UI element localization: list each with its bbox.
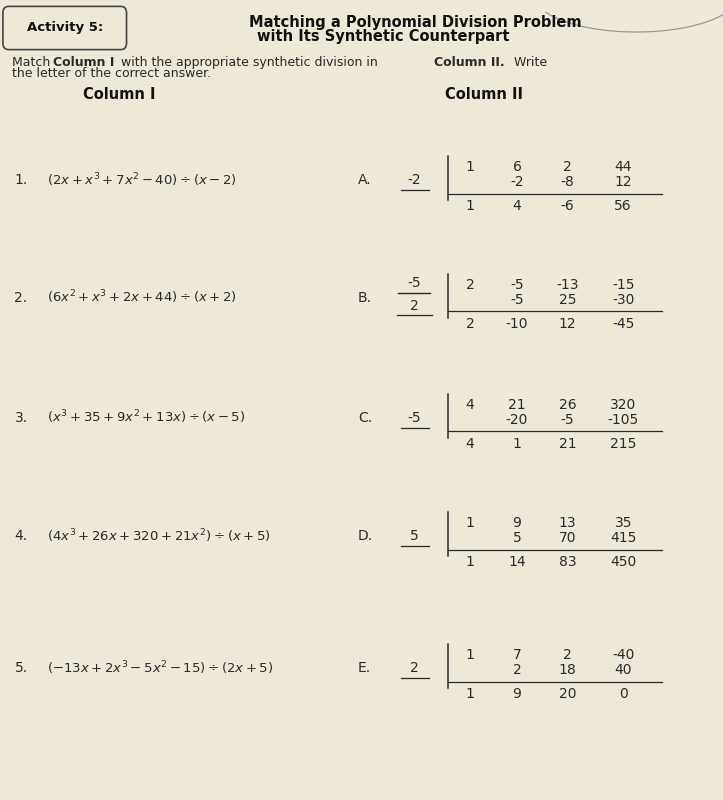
Text: -5: -5 [408,276,421,290]
Text: 1: 1 [466,555,474,570]
Text: -5: -5 [510,293,523,307]
Text: 1.: 1. [14,173,27,187]
Text: 9: 9 [513,516,521,530]
Text: 25: 25 [559,293,576,307]
Text: -30: -30 [612,293,634,307]
Text: 4: 4 [466,437,474,451]
Text: 26: 26 [559,398,576,412]
Text: 2: 2 [466,317,474,331]
Text: 1: 1 [513,437,521,451]
Text: -5: -5 [561,413,574,427]
Text: Write: Write [510,56,547,69]
Text: Column I: Column I [83,87,155,102]
Text: -13: -13 [556,278,579,292]
Text: -45: -45 [612,317,634,331]
Text: $(4x^3 + 26x +320 +21x^2) \div (x + 5)$: $(4x^3 + 26x +320 +21x^2) \div (x + 5)$ [47,527,270,545]
Text: Column I: Column I [53,56,114,69]
Text: 21: 21 [559,437,576,451]
Text: 7: 7 [513,648,521,662]
Text: 2: 2 [410,298,419,313]
Text: -5: -5 [408,410,421,425]
Text: D.: D. [358,529,373,543]
Text: 83: 83 [559,555,576,570]
Text: 9: 9 [513,687,521,702]
Text: 2.: 2. [14,290,27,305]
Text: 6: 6 [513,160,521,174]
Text: 44: 44 [615,160,632,174]
Text: B.: B. [358,290,372,305]
Text: 2: 2 [563,160,572,174]
Text: Match: Match [12,56,54,69]
Text: 35: 35 [615,516,632,530]
Text: with Its Synthetic Counterpart: with Its Synthetic Counterpart [257,29,510,43]
Text: -2: -2 [510,175,523,190]
Text: 12: 12 [559,317,576,331]
Text: 14: 14 [508,555,526,570]
Text: 13: 13 [559,516,576,530]
Text: 320: 320 [610,398,636,412]
Text: 12: 12 [615,175,632,190]
Text: -15: -15 [612,278,635,292]
Text: -2: -2 [408,173,421,187]
Text: 1: 1 [466,199,474,214]
Text: 5: 5 [513,531,521,546]
Text: 56: 56 [615,199,632,214]
Text: 40: 40 [615,663,632,678]
Text: Column II: Column II [445,87,523,102]
Text: $(6x^2 + x^3 + 2x +44) \div (x + 2)$: $(6x^2 + x^3 + 2x +44) \div (x + 2)$ [47,289,237,306]
Text: 2: 2 [410,661,419,675]
Text: 21: 21 [508,398,526,412]
Text: $(2x + x^3 + 7x^2 - 40) \div (x - 2)$: $(2x + x^3 + 7x^2 - 40) \div (x - 2)$ [47,171,237,189]
Text: -10: -10 [505,317,529,331]
Text: 215: 215 [610,437,636,451]
Text: 2: 2 [513,663,521,678]
Text: the letter of the correct answer.: the letter of the correct answer. [12,67,211,80]
Text: 4: 4 [513,199,521,214]
Text: 2: 2 [563,648,572,662]
Text: $( x^3 + 35 + 9x^2 +13x) \div (x - 5)$: $( x^3 + 35 + 9x^2 +13x) \div (x - 5)$ [47,409,245,426]
Text: 5: 5 [410,529,419,543]
Text: -20: -20 [506,413,528,427]
Text: -6: -6 [560,199,575,214]
Text: -105: -105 [607,413,639,427]
Text: 3.: 3. [14,410,27,425]
Text: -8: -8 [560,175,575,190]
Text: 5.: 5. [14,661,27,675]
Text: A.: A. [358,173,372,187]
Text: 18: 18 [559,663,576,678]
Text: 4.: 4. [14,529,27,543]
Text: 2: 2 [466,278,474,292]
Text: $(-13x + 2x^3 - 5x^2 - 15) \div (2x + 5)$: $(-13x + 2x^3 - 5x^2 - 15) \div (2x + 5)… [47,659,273,677]
Text: Matching a Polynomial Division Problem: Matching a Polynomial Division Problem [249,15,582,30]
Text: 415: 415 [610,531,636,546]
Text: 1: 1 [466,160,474,174]
Text: 1: 1 [466,648,474,662]
Text: 20: 20 [559,687,576,702]
Text: -5: -5 [510,278,523,292]
Text: Activity 5:: Activity 5: [27,22,103,34]
Text: 0: 0 [619,687,628,702]
FancyBboxPatch shape [3,6,127,50]
Text: 1: 1 [466,687,474,702]
Text: E.: E. [358,661,371,675]
Text: C.: C. [358,410,372,425]
Text: -40: -40 [612,648,634,662]
Text: 450: 450 [610,555,636,570]
Text: 4: 4 [466,398,474,412]
Text: 70: 70 [559,531,576,546]
Text: 1: 1 [466,516,474,530]
Text: Column II.: Column II. [434,56,505,69]
Text: with the appropriate synthetic division in: with the appropriate synthetic division … [121,56,378,69]
